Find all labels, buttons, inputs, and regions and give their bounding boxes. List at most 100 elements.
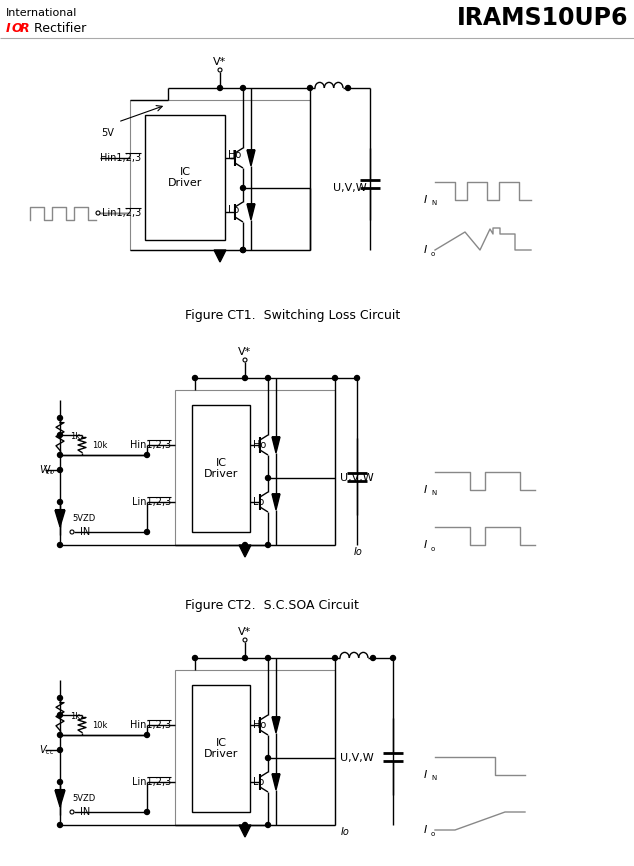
Circle shape	[145, 453, 150, 457]
Text: IC
Driver: IC Driver	[168, 166, 202, 188]
Polygon shape	[272, 774, 280, 790]
Text: Hin1,2,3: Hin1,2,3	[130, 720, 171, 730]
Circle shape	[240, 248, 245, 253]
Text: IN: IN	[80, 807, 90, 817]
Circle shape	[58, 432, 63, 437]
Text: Hin1,2,3: Hin1,2,3	[100, 153, 141, 163]
Bar	[145, 115, 225, 240]
Circle shape	[242, 823, 247, 828]
Circle shape	[58, 713, 63, 718]
Text: o: o	[431, 546, 436, 552]
Circle shape	[58, 468, 63, 473]
Text: I: I	[6, 22, 11, 35]
Polygon shape	[214, 250, 226, 262]
Circle shape	[266, 376, 271, 380]
Text: Lo: Lo	[253, 497, 264, 507]
Text: I: I	[424, 245, 427, 255]
Circle shape	[58, 733, 63, 738]
Circle shape	[58, 747, 63, 753]
Bar	[192, 405, 250, 532]
Circle shape	[266, 542, 271, 547]
Text: 5V: 5V	[101, 128, 114, 138]
Text: 1k: 1k	[70, 712, 80, 721]
Circle shape	[242, 376, 247, 380]
Text: Ho: Ho	[253, 720, 266, 730]
Circle shape	[266, 475, 271, 481]
Text: Ho: Ho	[228, 150, 242, 160]
Circle shape	[58, 823, 63, 828]
Text: I: I	[424, 485, 427, 495]
Text: $V_{cc}$: $V_{cc}$	[39, 463, 55, 477]
Text: Io: Io	[340, 827, 349, 837]
Text: Lo: Lo	[253, 777, 264, 787]
Text: I: I	[424, 825, 427, 835]
Text: 5VZD: 5VZD	[72, 514, 95, 523]
Circle shape	[391, 656, 396, 661]
Circle shape	[346, 86, 351, 91]
Text: N: N	[431, 200, 436, 206]
Bar	[192, 685, 250, 812]
Text: N: N	[431, 775, 436, 781]
Text: N: N	[431, 490, 436, 496]
Text: Rectifier: Rectifier	[30, 22, 86, 35]
Text: IN: IN	[80, 527, 90, 537]
Polygon shape	[272, 717, 280, 733]
Text: IRAMS10UP6: IRAMS10UP6	[456, 6, 628, 30]
Text: U,V,W: U,V,W	[340, 473, 374, 483]
Bar	[175, 670, 335, 825]
Text: Io: Io	[354, 547, 363, 557]
Text: 10k: 10k	[92, 721, 107, 729]
Circle shape	[58, 453, 63, 457]
Circle shape	[242, 542, 247, 547]
Polygon shape	[239, 545, 251, 557]
Text: U,V,W: U,V,W	[340, 753, 374, 763]
Circle shape	[240, 248, 245, 253]
Text: IC
Driver: IC Driver	[204, 738, 238, 759]
Circle shape	[332, 376, 337, 380]
Text: V*: V*	[238, 627, 252, 637]
Polygon shape	[247, 204, 255, 220]
Circle shape	[193, 376, 198, 380]
Text: Lin1,2,3: Lin1,2,3	[101, 208, 141, 218]
Circle shape	[266, 755, 271, 760]
Text: $V_{cc}$: $V_{cc}$	[39, 743, 55, 757]
Circle shape	[58, 500, 63, 505]
Text: R: R	[20, 22, 30, 35]
Text: o: o	[431, 251, 436, 257]
Circle shape	[145, 529, 150, 534]
Text: Lin1,2,3: Lin1,2,3	[132, 497, 171, 507]
Circle shape	[240, 86, 245, 91]
Polygon shape	[55, 510, 65, 527]
Polygon shape	[55, 791, 65, 807]
Circle shape	[370, 656, 375, 661]
Bar	[175, 390, 335, 545]
Text: V*: V*	[214, 57, 226, 67]
Circle shape	[266, 656, 271, 661]
Circle shape	[58, 695, 63, 701]
Polygon shape	[247, 150, 255, 166]
Text: U,V,W: U,V,W	[333, 183, 367, 193]
Text: 1k: 1k	[70, 432, 80, 441]
Text: 5VZD: 5VZD	[72, 794, 95, 803]
Circle shape	[307, 86, 313, 91]
Text: Figure CT1.  Switching Loss Circuit: Figure CT1. Switching Loss Circuit	[185, 308, 400, 321]
Circle shape	[58, 416, 63, 421]
Circle shape	[145, 733, 150, 738]
Text: I: I	[424, 540, 427, 550]
Text: I: I	[424, 770, 427, 780]
Polygon shape	[272, 437, 280, 453]
Text: I: I	[424, 195, 427, 205]
Text: IC
Driver: IC Driver	[204, 458, 238, 479]
Circle shape	[58, 779, 63, 785]
Text: International: International	[6, 8, 77, 18]
Text: Ho: Ho	[253, 440, 266, 450]
Circle shape	[193, 656, 198, 661]
Text: 10k: 10k	[92, 441, 107, 449]
Text: Hin1,2,3: Hin1,2,3	[130, 440, 171, 450]
Text: o: o	[431, 831, 436, 837]
Text: Lo: Lo	[228, 205, 239, 215]
Circle shape	[58, 542, 63, 547]
Circle shape	[332, 656, 337, 661]
Bar	[130, 100, 310, 250]
Circle shape	[240, 185, 245, 191]
